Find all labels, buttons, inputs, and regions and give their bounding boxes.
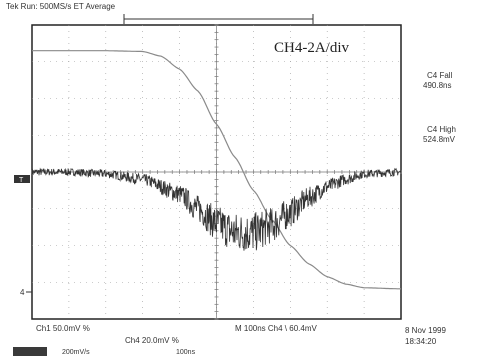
sub-left-readout: 200mV/s xyxy=(62,349,90,356)
high-label: C4 High xyxy=(427,125,456,134)
trigger-position-bracket xyxy=(123,14,314,24)
channel-scale-label: CH4-2A/div xyxy=(274,40,350,56)
trigger-marker: T xyxy=(14,175,30,184)
svg-text:T: T xyxy=(19,177,24,184)
high-value: 524.8mV xyxy=(423,135,456,144)
sub-right-readout: 100ns xyxy=(176,349,196,356)
ch4-readout: Ch4 20.0mV % xyxy=(125,336,179,345)
traces-layer xyxy=(31,50,402,290)
ch1-readout: Ch1 50.0mV % xyxy=(36,324,90,333)
svg-text:4: 4 xyxy=(20,288,25,297)
fall-value: 490.8ns xyxy=(423,81,451,90)
channel4-marker: 4 xyxy=(20,288,32,297)
series-line-2 xyxy=(31,167,402,251)
time-readout: 18:34:20 xyxy=(405,337,437,346)
fall-label: C4 Fall xyxy=(427,71,453,80)
header-title: Tek Run: 500MS/s ET Average xyxy=(6,2,116,11)
trigger-status-tag xyxy=(13,347,47,356)
date-readout: 8 Nov 1999 xyxy=(405,326,446,335)
series-line-1 xyxy=(32,50,402,290)
timebase-readout: M 100ns Ch4 \ 60.4mV xyxy=(235,324,317,333)
